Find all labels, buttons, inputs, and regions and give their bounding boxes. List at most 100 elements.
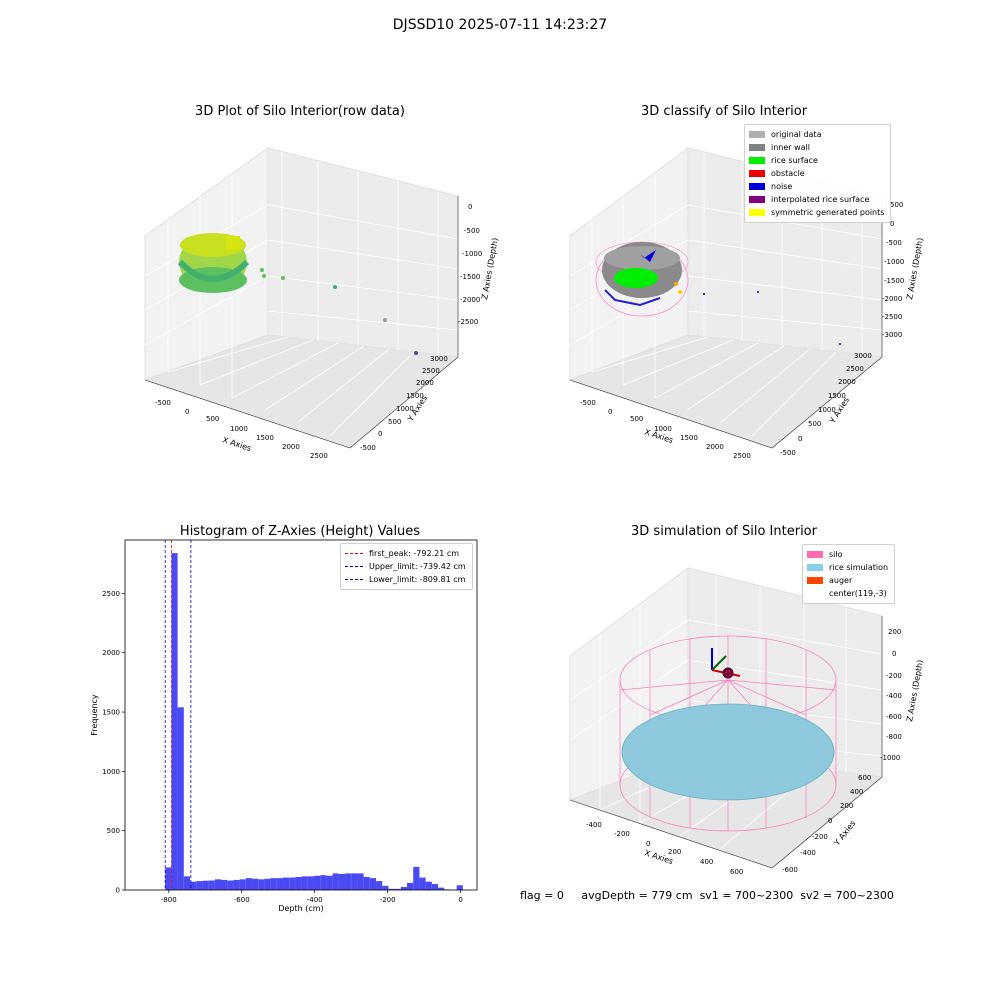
- simulation-x-tick: 600: [730, 868, 743, 876]
- simulation-z-tick: -600: [886, 713, 902, 721]
- histogram-bar: [394, 888, 401, 890]
- raw-outlier-point: [333, 285, 337, 289]
- raw-y-tick: 3000: [430, 355, 448, 363]
- legend-item: noise: [749, 180, 884, 193]
- raw-y-tick: -500: [360, 444, 376, 452]
- histogram-x-tick-label: -200: [380, 896, 396, 904]
- histogram-bar: [326, 875, 333, 890]
- raw-y-tick: 0: [378, 430, 382, 438]
- classify-x-tick: 1500: [680, 434, 698, 442]
- simulation-x-tick: 400: [700, 858, 713, 866]
- legend-item: center(119,-3): [807, 587, 888, 600]
- raw-y-tick: 500: [388, 418, 401, 426]
- simulation-y-tick: 400: [850, 788, 863, 796]
- legend-item: Lower_limit: -809.81 cm: [345, 573, 466, 586]
- histogram-bar: [369, 878, 377, 890]
- legend-swatch: [749, 144, 765, 151]
- histogram-x-tick-label: 0: [458, 896, 462, 904]
- legend-label: noise: [771, 182, 793, 191]
- simulation-auger: [711, 648, 741, 679]
- figure-title: DJSSD10 2025-07-11 14:23:27: [392, 17, 608, 33]
- legend-item: obstacle: [749, 167, 884, 180]
- classify-z-label: Z Axies (Depth): [905, 237, 925, 300]
- simulation-plot-title: 3D simulation of Silo Interior: [631, 524, 817, 539]
- histogram-bar: [444, 889, 451, 890]
- histogram-bar: [190, 881, 197, 890]
- simulation-y-label: Y Axies: [832, 819, 858, 848]
- histogram-bar: [283, 877, 290, 890]
- simulation-y-tick: 0: [828, 817, 832, 825]
- histogram-bar: [270, 878, 277, 890]
- raw-silo-cloud: [179, 234, 247, 290]
- flag-value: flag = 0: [520, 889, 564, 902]
- raw-x-tick: 0: [185, 408, 189, 416]
- histogram-bar: [165, 867, 172, 890]
- legend-item: rice surface: [749, 154, 884, 167]
- histogram-bar: [227, 880, 234, 890]
- histogram-bar: [289, 877, 296, 890]
- legend-item: Upper_limit: -739.42 cm: [345, 560, 466, 573]
- classify-y-label: Y Axies: [828, 396, 852, 426]
- simulation-z-tick: -400: [886, 692, 902, 700]
- raw-grid: [144, 152, 459, 437]
- histogram-bar: [419, 877, 426, 890]
- simulation-x-ticks: -400 -200 0 200 400 600: [586, 821, 743, 876]
- classify-z-tick: -1000: [884, 258, 904, 266]
- raw-back-left-pane: [144, 147, 269, 381]
- classify-z-tick: 500: [890, 201, 903, 209]
- classify-y-tick: 0: [798, 435, 802, 443]
- classify-z-tick: -1500: [884, 277, 904, 285]
- histogram-bar: [307, 876, 315, 890]
- classify-y-tick: 1500: [828, 392, 846, 400]
- histogram-x-tick-label: -600: [234, 896, 250, 904]
- raw-x-tick: 1500: [256, 434, 274, 442]
- histogram-bar: [382, 885, 389, 890]
- simulation-y-tick: 200: [840, 802, 853, 810]
- raw-outlier-point: [414, 351, 418, 355]
- classify-x-tick: 1000: [654, 425, 672, 433]
- legend-item: auger: [807, 574, 888, 587]
- simulation-y-tick: -400: [800, 849, 816, 857]
- legend-item: interpolated rice surface: [749, 193, 884, 206]
- histogram-x-ticks: -800 -600 -400 -200 0: [161, 890, 463, 904]
- simulation-z-tick: -200: [886, 672, 902, 680]
- legend-label: rice simulation: [829, 563, 889, 572]
- histogram-bar: [438, 887, 445, 890]
- legend-swatch: [807, 577, 823, 584]
- legend-line: [345, 566, 363, 567]
- legend-item: original data: [749, 128, 884, 141]
- histogram-bar: [314, 875, 321, 890]
- legend-item: silo: [807, 548, 888, 561]
- histogram-bar: [376, 881, 383, 890]
- classify-z-tick: -2000: [882, 295, 902, 303]
- classify-x-tick: 2000: [706, 443, 724, 451]
- simulation-z-label: Z Axies (Depth): [905, 659, 925, 722]
- histogram-bar: [301, 876, 308, 890]
- raw-x-tick: 1000: [230, 425, 248, 433]
- classify-x-tick: 2500: [733, 452, 751, 460]
- histogram-bar: [233, 879, 240, 890]
- simulation-y-ticks: -600 -400 -200 0 200 400 600: [782, 774, 871, 874]
- legend-label: symmetric generated points: [771, 208, 885, 217]
- legend-line: [345, 553, 363, 554]
- simulation-rice-surface: [621, 703, 835, 801]
- histogram-bar: [295, 876, 302, 890]
- simulation-y-tick: 600: [858, 774, 871, 782]
- histogram-bar: [413, 866, 420, 890]
- histogram-bar: [320, 875, 327, 890]
- simulation-x-label: X Axies: [643, 848, 674, 866]
- raw-z-tick: -2000: [460, 296, 480, 304]
- legend-item: first_peak: -792.21 cm: [345, 547, 466, 560]
- legend-swatch: [749, 209, 765, 216]
- legend-swatch: [749, 170, 765, 177]
- raw-x-tick: 2000: [282, 443, 300, 451]
- histogram-bar: [239, 879, 246, 890]
- legend-label: center(119,-3): [829, 589, 887, 598]
- raw-outlier-point: [281, 276, 285, 280]
- avg-depth-value: avgDepth = 779 cm: [581, 889, 693, 902]
- classify-y-tick: 1000: [818, 406, 836, 414]
- simulation-x-tick: 0: [646, 840, 650, 848]
- simulation-z-tick: -800: [886, 733, 902, 741]
- sv2-value: sv2 = 700~2300: [800, 889, 894, 902]
- classify-x-ticks: -500 0 500 1000 1500 2000 2500: [580, 399, 751, 460]
